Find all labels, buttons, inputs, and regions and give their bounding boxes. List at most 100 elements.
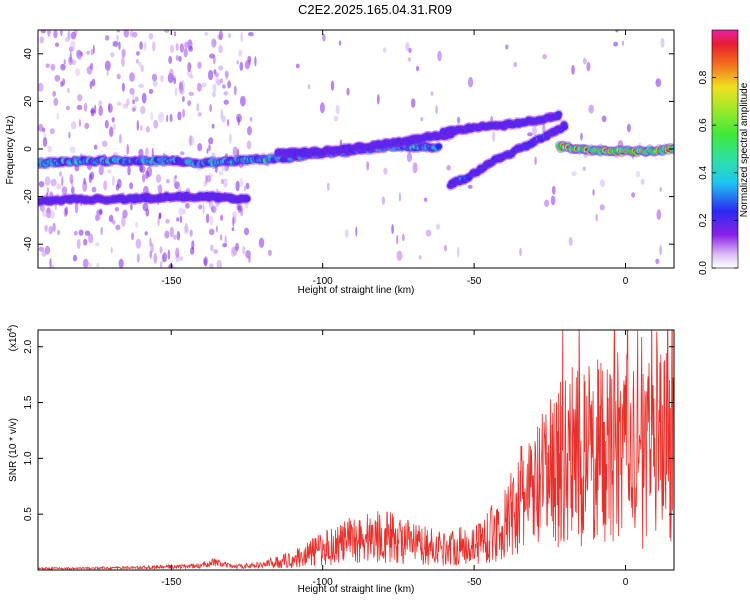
noise-blob	[183, 47, 188, 58]
noise-blob	[542, 123, 546, 134]
noise-blob	[158, 212, 162, 220]
noise-blob	[187, 100, 192, 106]
noise-blob	[188, 91, 195, 96]
noise-blob	[167, 249, 171, 260]
noise-blob	[145, 147, 149, 157]
noise-blob	[116, 73, 121, 80]
noise-blob	[132, 31, 138, 38]
noise-blob	[108, 103, 113, 113]
noise-blob	[110, 246, 113, 254]
noise-blob	[150, 242, 154, 253]
spectrogram-y-tick-label: 40	[23, 48, 34, 60]
noise-blob	[220, 109, 223, 119]
noise-blob	[71, 186, 75, 194]
noise-blob	[355, 226, 358, 237]
noise-blob	[383, 167, 388, 175]
noise-blob	[162, 252, 167, 263]
spectrogram-y-tick-label: -20	[23, 189, 34, 204]
noise-blob	[411, 98, 416, 108]
noise-blob	[77, 94, 83, 102]
noise-blob	[95, 242, 100, 247]
noise-blob	[115, 224, 121, 231]
noise-blob	[243, 185, 246, 192]
noise-blob	[203, 257, 208, 267]
spectrogram-y-tick-label: 20	[23, 95, 34, 107]
noise-blob	[98, 165, 104, 176]
noise-blob	[229, 133, 232, 145]
noise-blob	[70, 31, 77, 40]
noise-blob	[209, 104, 212, 113]
noise-blob	[177, 111, 182, 121]
noise-blob	[56, 112, 59, 120]
noise-blob	[197, 143, 203, 152]
noise-blob	[236, 204, 241, 211]
noise-blob	[169, 68, 174, 79]
spectrogram-x-tick-label: -150	[161, 276, 181, 287]
noise-blob	[659, 245, 662, 256]
noise-blob	[106, 70, 109, 76]
noise-blob	[63, 59, 66, 65]
noise-blob	[52, 90, 56, 97]
spectrogram-track-5	[554, 140, 674, 158]
noise-blob	[38, 82, 44, 92]
noise-blob	[212, 83, 217, 93]
noise-blob	[236, 148, 240, 158]
noise-blob	[191, 240, 195, 250]
noise-blob	[132, 99, 135, 105]
noise-blob	[127, 165, 131, 176]
noise-blob	[82, 258, 89, 268]
noise-blob	[121, 56, 125, 68]
noise-blob	[55, 42, 59, 47]
noise-blob	[50, 178, 57, 187]
noise-blob	[42, 127, 46, 133]
noise-blob	[215, 225, 218, 233]
noise-blob	[114, 206, 119, 212]
noise-blob	[40, 30, 46, 34]
noise-blob	[56, 183, 62, 190]
noise-blob	[47, 145, 53, 153]
noise-blob	[178, 83, 184, 94]
noise-blob	[622, 40, 624, 46]
noise-blob	[77, 54, 82, 61]
noise-blob	[142, 173, 146, 183]
colorbar-frame	[711, 29, 739, 269]
noise-blob	[117, 178, 122, 189]
noise-blob	[215, 76, 220, 85]
noise-blob	[90, 109, 95, 114]
noise-blob	[418, 255, 422, 260]
noise-blob	[74, 202, 79, 214]
noise-blob	[211, 123, 215, 129]
noise-blob	[177, 185, 182, 193]
noise-blob	[631, 192, 636, 198]
noise-blob	[135, 221, 139, 228]
noise-blob	[197, 61, 202, 69]
noise-blob	[179, 215, 183, 224]
track-cell	[243, 195, 251, 202]
noise-blob	[75, 68, 81, 77]
noise-blob	[59, 171, 63, 177]
spectrogram-y-ticks: -40 -20 0 20 40	[23, 48, 674, 251]
noise-blob	[435, 223, 441, 230]
noise-blob	[155, 174, 162, 183]
noise-blob	[48, 226, 53, 235]
noise-blob	[245, 182, 250, 190]
noise-blob	[78, 229, 84, 236]
noise-blob	[235, 242, 239, 252]
noise-blob	[230, 246, 236, 258]
noise-blob	[148, 33, 154, 40]
noise-blob	[405, 42, 410, 51]
noise-blob	[121, 82, 125, 92]
colorbar-tick-label: 0.6	[698, 118, 709, 132]
noise-blob	[145, 170, 150, 179]
noise-blob	[129, 182, 134, 190]
noise-blob	[244, 201, 249, 209]
noise-blob	[248, 32, 254, 37]
noise-blob	[208, 137, 214, 145]
noise-blob	[586, 61, 591, 72]
noise-blob	[39, 36, 44, 44]
noise-blob	[69, 174, 74, 184]
noise-blob	[126, 143, 129, 155]
noise-blob	[184, 41, 189, 49]
noise-blob	[571, 64, 575, 75]
noise-blob	[221, 166, 227, 172]
